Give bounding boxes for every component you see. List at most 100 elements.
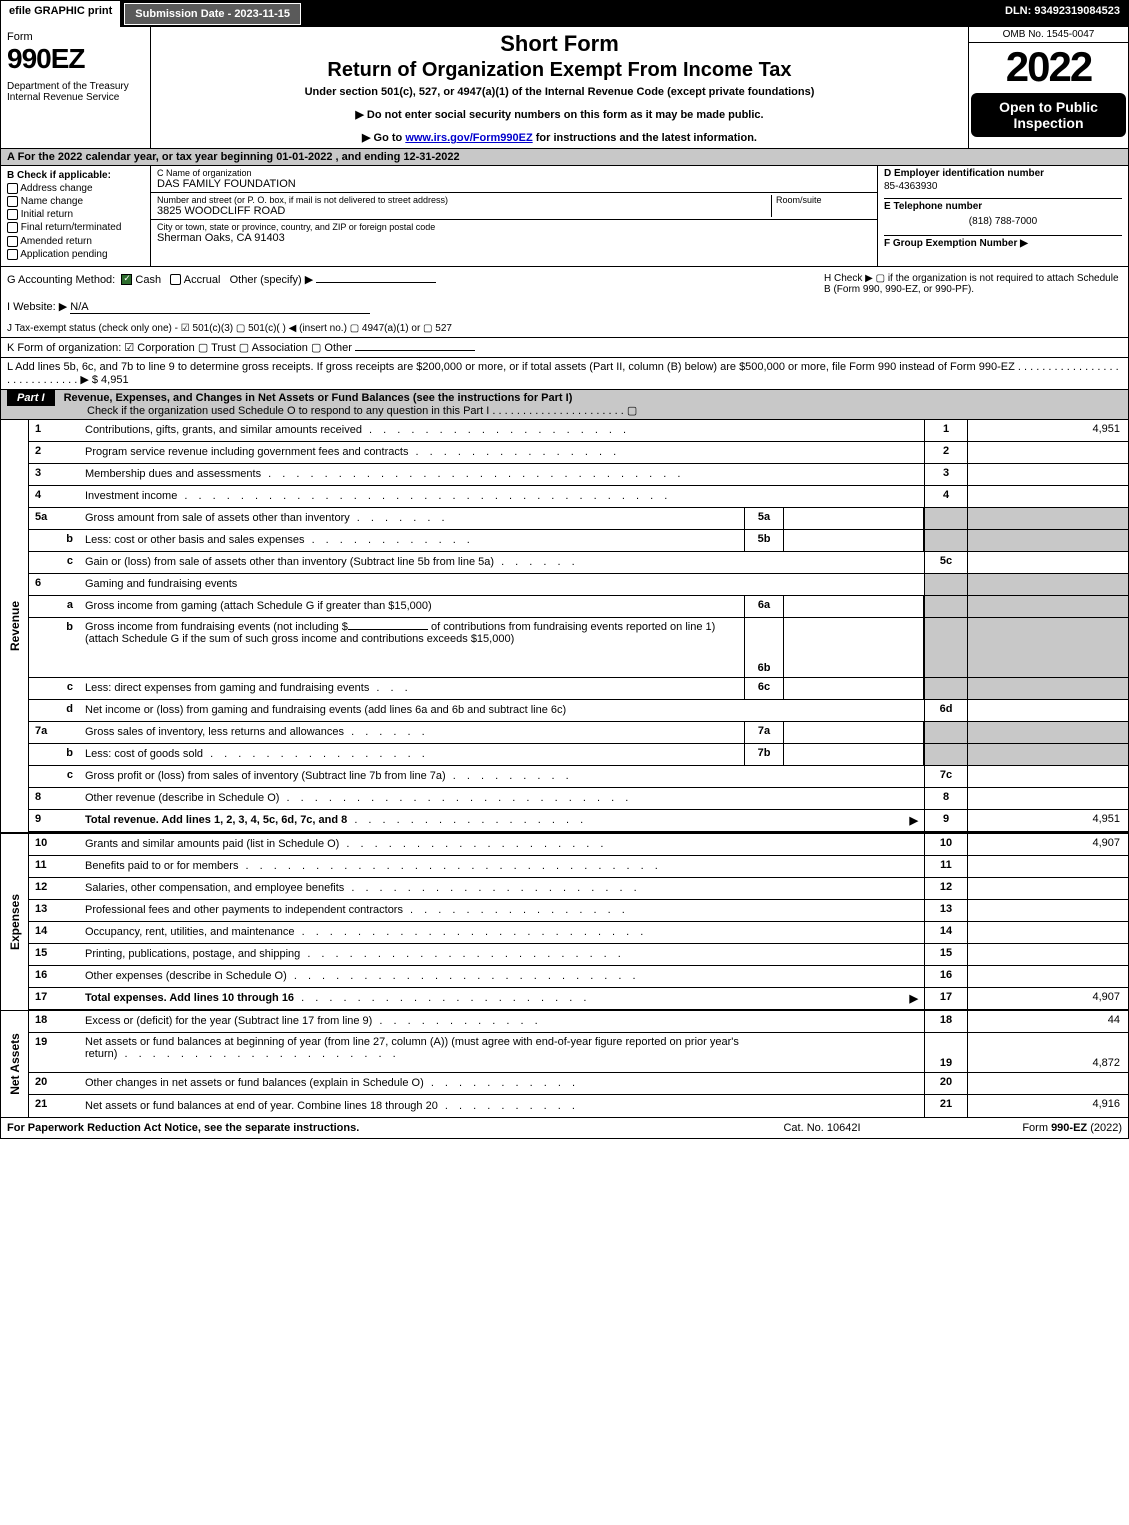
checkbox-icon [7, 236, 18, 247]
ein-header: D Employer identification number [884, 168, 1122, 179]
section-b-through-f: B Check if applicable: Address change Na… [1, 166, 1128, 267]
website-value: N/A [70, 301, 370, 314]
col-val [968, 766, 1128, 787]
row-16: 16 Other expenses (describe in Schedule … [29, 966, 1128, 988]
g-other-input[interactable] [316, 282, 436, 283]
row-13: 13 Professional fees and other payments … [29, 900, 1128, 922]
chk-application-pending[interactable]: Application pending [7, 249, 144, 260]
col-val [968, 464, 1128, 485]
col-grey [924, 744, 968, 765]
col-no: 14 [924, 922, 968, 943]
footer-cat-no: Cat. No. 10642I [722, 1122, 922, 1134]
sub-val [784, 744, 924, 765]
checkbox-icon [7, 183, 18, 194]
expenses-side-label: Expenses [1, 834, 29, 1010]
row-6b: b Gross income from fundraising events (… [29, 618, 1128, 678]
room-label: Room/suite [776, 195, 871, 205]
note-ssn: ▶ Do not enter social security numbers o… [159, 108, 960, 121]
chk-amended-return[interactable]: Amended return [7, 236, 144, 247]
group-exemption-section: F Group Exemption Number ▶ [884, 235, 1122, 249]
col-val [968, 442, 1128, 463]
line-desc: Benefits paid to or for members . . . . … [79, 856, 924, 877]
row-10: 10 Grants and similar amounts paid (list… [29, 834, 1128, 856]
l-text: L Add lines 5b, 6c, and 7b to line 9 to … [7, 361, 1119, 386]
col-val [968, 486, 1128, 507]
col-grey [924, 574, 968, 595]
line-no: 8 [29, 788, 79, 809]
sub-val [784, 678, 924, 699]
row-1: 1 Contributions, gifts, grants, and simi… [29, 420, 1128, 442]
sub-label: 7a [744, 722, 784, 743]
line-no: 21 [29, 1095, 79, 1117]
column-b-checkboxes: B Check if applicable: Address change Na… [1, 166, 151, 266]
note-link-post: for instructions and the latest informat… [533, 132, 757, 144]
form-990ez-page: efile GRAPHIC print Submission Date - 20… [0, 0, 1129, 1139]
irs-link[interactable]: www.irs.gov/Form990EZ [405, 132, 532, 144]
sub-val [784, 508, 924, 529]
org-city-cell: City or town, state or province, country… [151, 220, 877, 246]
line-no: 10 [29, 834, 79, 855]
k-other-input[interactable] [355, 350, 475, 351]
line-desc: Other revenue (describe in Schedule O) .… [79, 788, 924, 809]
efile-print-label[interactable]: efile GRAPHIC print [1, 1, 122, 27]
line-desc: Less: direct expenses from gaming and fu… [79, 678, 744, 699]
col-grey [924, 530, 968, 551]
line-no: 4 [29, 486, 79, 507]
footer-left: For Paperwork Reduction Act Notice, see … [7, 1122, 722, 1134]
netassets-side-label: Net Assets [1, 1011, 29, 1117]
sub-label: 6b [744, 618, 784, 677]
6b-amount-input[interactable] [348, 629, 428, 630]
col-val [968, 878, 1128, 899]
chk-initial-return[interactable]: Initial return [7, 209, 144, 220]
col-no: 2 [924, 442, 968, 463]
chk-final-return[interactable]: Final return/terminated [7, 222, 144, 233]
row-3: 3 Membership dues and assessments . . . … [29, 464, 1128, 486]
line-desc: Contributions, gifts, grants, and simila… [79, 420, 924, 441]
sub-label: 6c [744, 678, 784, 699]
col-no: 15 [924, 944, 968, 965]
line-desc: Program service revenue including govern… [79, 442, 924, 463]
line-l: L Add lines 5b, 6c, and 7b to line 9 to … [1, 358, 1128, 389]
header-left: Form 990EZ Department of the Treasury In… [1, 27, 151, 148]
tax-year: 2022 [969, 43, 1128, 91]
row-5c: c Gain or (loss) from sale of assets oth… [29, 552, 1128, 574]
line-no: 6 [29, 574, 79, 595]
row-12: 12 Salaries, other compensation, and emp… [29, 878, 1128, 900]
col-grey [968, 722, 1128, 743]
k-text: K Form of organization: ☑ Corporation ▢ … [7, 342, 352, 354]
row-14: 14 Occupancy, rent, utilities, and maint… [29, 922, 1128, 944]
form-number: 990EZ [7, 43, 144, 75]
line-desc: Gross income from gaming (attach Schedul… [79, 596, 744, 617]
revenue-group: Revenue 1 Contributions, gifts, grants, … [1, 420, 1128, 832]
line-desc: Membership dues and assessments . . . . … [79, 464, 924, 485]
line-no: 7a [29, 722, 79, 743]
omb-number: OMB No. 1545-0047 [969, 27, 1128, 43]
sub-val [784, 722, 924, 743]
line-no: d [29, 700, 79, 721]
line-no: 15 [29, 944, 79, 965]
ein-value: 85-4363930 [884, 179, 1122, 194]
col-grey [924, 596, 968, 617]
checkbox-icon [7, 196, 18, 207]
col-no: 21 [924, 1095, 968, 1117]
line-no: 12 [29, 878, 79, 899]
line-desc: Grants and similar amounts paid (list in… [79, 834, 924, 855]
chk-address-change[interactable]: Address change [7, 183, 144, 194]
row-5b: b Less: cost or other basis and sales ex… [29, 530, 1128, 552]
row-5a: 5a Gross amount from sale of assets othe… [29, 508, 1128, 530]
chk-name-change[interactable]: Name change [7, 196, 144, 207]
row-20: 20 Other changes in net assets or fund b… [29, 1073, 1128, 1095]
col-val: 4,916 [968, 1095, 1128, 1117]
col-val: 44 [968, 1011, 1128, 1032]
col-val [968, 944, 1128, 965]
city-label: City or town, state or province, country… [157, 222, 871, 232]
col-no: 6d [924, 700, 968, 721]
row-7a: 7a Gross sales of inventory, less return… [29, 722, 1128, 744]
expenses-group: Expenses 10 Grants and similar amounts p… [1, 832, 1128, 1010]
col-grey [968, 530, 1128, 551]
checkbox-icon [7, 209, 18, 220]
org-name-label: C Name of organization [157, 168, 871, 178]
sub-label: 5b [744, 530, 784, 551]
netassets-rows: 18 Excess or (deficit) for the year (Sub… [29, 1011, 1128, 1117]
row-6c: c Less: direct expenses from gaming and … [29, 678, 1128, 700]
